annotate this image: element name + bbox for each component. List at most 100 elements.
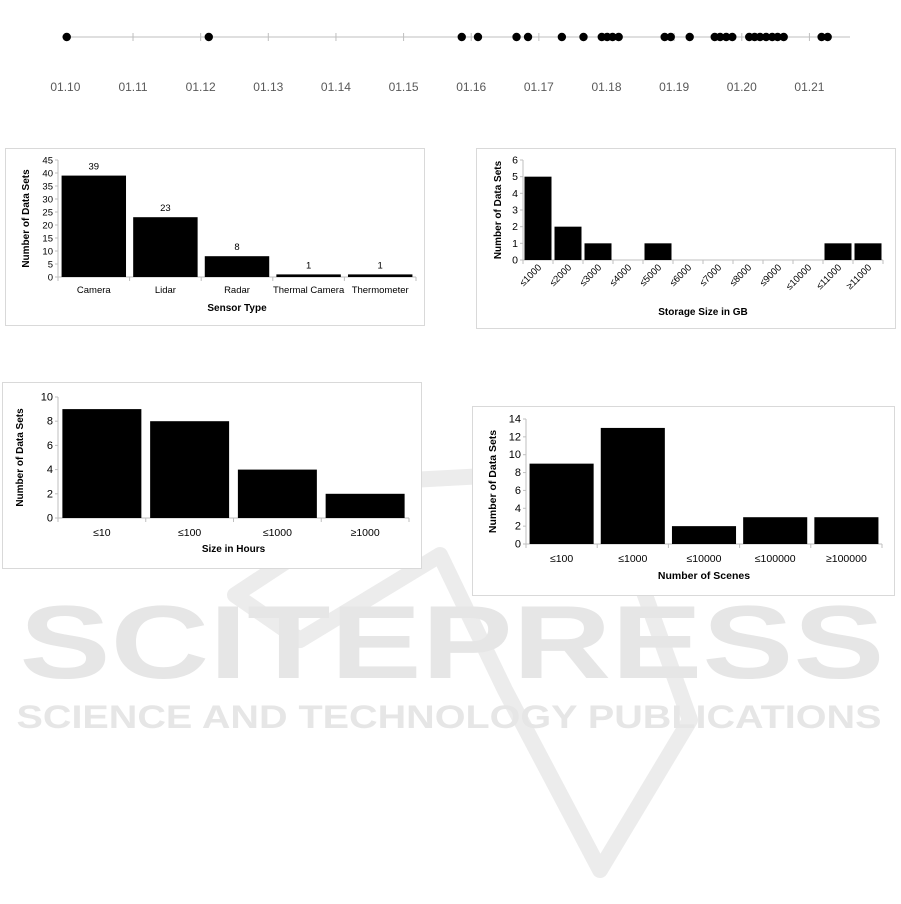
- size-hours-chart-frame: 0 2 4 6 8 10 ≤10 ≤100 ≤1000 ≥1000 Size in Hours Num…: [2, 382, 422, 569]
- bar: [204, 256, 270, 277]
- bar-data-label: 8: [234, 242, 239, 253]
- x-axis-title: Sensor Type: [207, 303, 267, 314]
- bar: [584, 243, 612, 260]
- y-tick-label: 0: [47, 513, 53, 525]
- bar: [325, 493, 405, 518]
- timeline-point: [823, 32, 832, 42]
- timeline-point: [608, 32, 617, 42]
- y-tick-label: 10: [42, 247, 53, 258]
- num-scenes-chart: 0 2 4 6 8 10 12 14 ≤100 ≤1000 ≤10000 ≤100000 ≥100000…: [487, 414, 883, 582]
- timeline-chart: 01.10 01.11 01.12 01.13 01.14 01.15 01.16 01.17…: [0, 0, 901, 110]
- timeline-tick-label: 01.19: [659, 80, 689, 94]
- timeline-point: [715, 32, 725, 42]
- bar: [743, 517, 808, 544]
- bar-data-label: 1: [378, 260, 383, 271]
- y-tick-label: 15: [42, 234, 53, 245]
- timeline-point: [685, 32, 694, 42]
- timeline-tick-label: 01.11: [118, 80, 147, 94]
- timeline-point: [666, 32, 675, 42]
- y-tick-label: 3: [512, 205, 518, 217]
- y-tick-label: 1: [512, 238, 518, 250]
- timeline-svg: 01.10 01.11 01.12 01.13 01.14 01.15 01.16 01.17…: [50, 32, 850, 94]
- y-tick-label: 10: [509, 449, 521, 461]
- x-tick-label: ≤1000: [618, 553, 647, 565]
- timeline-point: [817, 32, 826, 42]
- y-tick-label: 0: [48, 273, 53, 284]
- bar: [150, 421, 230, 518]
- y-axis-title: Number of Data Sets: [21, 169, 32, 268]
- timeline-tick-label: 01.12: [186, 80, 216, 94]
- timeline-point: [728, 32, 737, 42]
- x-tick-label: ≥100000: [826, 553, 867, 565]
- y-tick-label: 10: [41, 392, 53, 404]
- y-tick-label: 8: [47, 416, 53, 428]
- timeline-point: [523, 32, 533, 42]
- bar: [671, 526, 737, 544]
- x-tick-label: Camera: [77, 285, 112, 296]
- x-tick-label: ≤6000: [668, 262, 694, 288]
- y-tick-label: 2: [47, 488, 53, 500]
- x-tick-label: ≤1000: [263, 527, 292, 539]
- timeline-point: [457, 32, 466, 42]
- y-tick-label: 2: [515, 521, 521, 533]
- y-tick-label: 35: [42, 182, 53, 193]
- x-tick-label: Thermal Camera: [273, 285, 345, 296]
- timeline-point: [579, 32, 588, 42]
- x-tick-label: ≥11000: [844, 262, 874, 292]
- bar-data-label: 39: [89, 162, 100, 173]
- y-tick-label: 25: [42, 208, 53, 219]
- timeline-tick-label: 01.18: [591, 80, 621, 94]
- timeline-tick-label: 01.16: [456, 80, 486, 94]
- bar: [600, 427, 665, 544]
- bar: [554, 226, 582, 260]
- timeline-tick-label: 01.17: [524, 80, 554, 94]
- storage-size-chart: 0 1 2 3 4 5 6 ≤1000 ≤2000 ≤3000 ≤4000 ≤5000 ≤6000 ≤70…: [493, 155, 884, 318]
- bar-data-label: 23: [160, 203, 171, 214]
- bar: [644, 243, 672, 260]
- bar-data-label: 1: [306, 260, 311, 271]
- x-tick-label: ≤1000: [518, 262, 544, 288]
- bar: [61, 175, 127, 277]
- x-tick-label: ≤8000: [728, 262, 754, 288]
- timeline-point: [779, 32, 788, 42]
- y-axis-title: Number of Data Sets: [493, 160, 504, 259]
- bar: [814, 517, 879, 544]
- x-tick-label: Lidar: [155, 285, 176, 296]
- y-axis-title: Number of Data Sets: [15, 408, 26, 507]
- x-tick-label: ≤10: [93, 527, 111, 539]
- timeline-tick-label: 01.10: [50, 80, 80, 94]
- num-scenes-chart-frame: 0 2 4 6 8 10 12 14 ≤100 ≤1000 ≤10000 ≤100000 ≥100000…: [472, 406, 895, 596]
- timeline-point: [62, 32, 71, 42]
- bar: [347, 274, 413, 277]
- storage-size-chart-frame: 0 1 2 3 4 5 6 ≤1000 ≤2000 ≤3000 ≤4000 ≤5000 ≤6000 ≤70…: [476, 148, 896, 329]
- y-tick-label: 40: [42, 169, 53, 180]
- x-tick-label: ≤5000: [638, 262, 664, 288]
- timeline-point: [773, 32, 782, 42]
- timeline-tick-label: 01.21: [794, 80, 824, 94]
- bar: [824, 243, 852, 260]
- x-axis-title: Number of Scenes: [658, 570, 750, 582]
- x-tick-label: ≤2000: [548, 262, 574, 288]
- timeline-tick-label: 01.15: [389, 80, 419, 94]
- timeline-point: [512, 32, 521, 42]
- timeline-point: [722, 32, 731, 42]
- y-axis-title: Number of Data Sets: [487, 430, 499, 533]
- size-hours-chart: 0 2 4 6 8 10 ≤10 ≤100 ≤1000 ≥1000 Size in Hours Num…: [15, 392, 410, 555]
- x-tick-label: ≤9000: [758, 262, 784, 288]
- x-tick-label: ≤11000: [814, 262, 844, 292]
- timeline-tick-label: 01.13: [253, 80, 283, 94]
- bar: [62, 409, 142, 518]
- bar: [237, 469, 317, 518]
- x-tick-label: ≤100: [178, 527, 201, 539]
- x-tick-label: ≤100000: [755, 553, 796, 565]
- x-tick-label: Radar: [224, 285, 250, 296]
- bar: [133, 217, 198, 277]
- timeline-tick-label: 01.20: [727, 80, 757, 94]
- y-tick-label: 5: [48, 260, 53, 271]
- y-tick-label: 0: [515, 539, 521, 551]
- x-tick-label: Thermometer: [352, 285, 409, 296]
- x-tick-label: ≤7000: [698, 262, 724, 288]
- y-tick-label: 45: [42, 156, 53, 167]
- x-tick-label: ≤10000: [784, 262, 814, 292]
